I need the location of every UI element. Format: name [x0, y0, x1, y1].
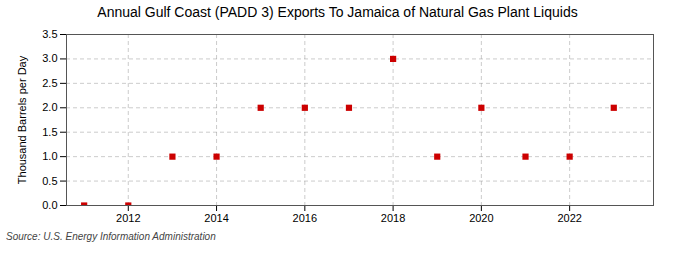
svg-text:0.0: 0.0 — [42, 199, 57, 211]
svg-text:2018: 2018 — [381, 212, 405, 224]
svg-text:3.5: 3.5 — [42, 28, 57, 40]
svg-text:1.5: 1.5 — [42, 126, 57, 138]
svg-text:1.0: 1.0 — [42, 150, 57, 162]
svg-text:2022: 2022 — [557, 212, 581, 224]
svg-text:2020: 2020 — [469, 212, 493, 224]
svg-text:2012: 2012 — [116, 212, 140, 224]
svg-text:0.5: 0.5 — [42, 175, 57, 187]
svg-text:3.0: 3.0 — [42, 52, 57, 64]
html-text:Source: U.S. Energy Informatio: Source: U.S. Energy Information Administ… — [6, 231, 216, 242]
svg-text:2016: 2016 — [293, 212, 317, 224]
html-text:Annual Gulf Coast (PADD 3) Exp: Annual Gulf Coast (PADD 3) Exports To Ja… — [97, 4, 578, 20]
svg-text:Thousand Barrels per Day: Thousand Barrels per Day — [16, 55, 28, 184]
svg-text:2014: 2014 — [204, 212, 228, 224]
svg-text:2.0: 2.0 — [42, 101, 57, 113]
svg-text:2.5: 2.5 — [42, 77, 57, 89]
